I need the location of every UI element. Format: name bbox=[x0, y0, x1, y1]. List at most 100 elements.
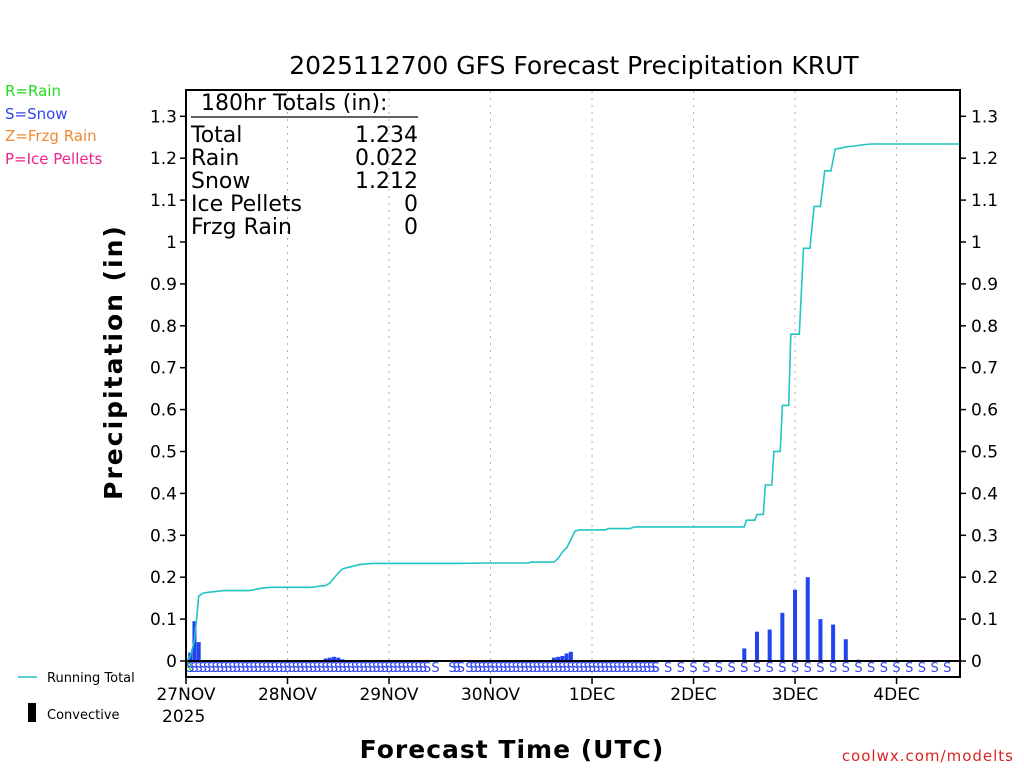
snow-marker: S bbox=[571, 661, 579, 676]
y-tick-label-right: 1.3 bbox=[971, 107, 998, 127]
precip-bar bbox=[742, 648, 747, 661]
y-tick-label-right: 0.7 bbox=[971, 359, 998, 379]
running-total-line bbox=[185, 143, 960, 662]
snow-marker: S bbox=[639, 661, 647, 676]
x-tick-label: 28NOV bbox=[258, 685, 317, 705]
snow-marker: S bbox=[423, 661, 431, 676]
snow-marker: S bbox=[448, 661, 456, 676]
snow-marker: S bbox=[689, 661, 697, 676]
precip-bar bbox=[793, 589, 798, 661]
y-tick-label-left: 1.1 bbox=[150, 191, 177, 211]
snow-marker: S bbox=[402, 661, 410, 676]
snow-marker: S bbox=[190, 661, 198, 676]
y-tick-label-right: 0 bbox=[971, 652, 982, 672]
snow-marker: S bbox=[385, 661, 393, 676]
snow-marker: S bbox=[389, 661, 397, 676]
snow-marker: S bbox=[804, 661, 812, 676]
snow-marker: S bbox=[457, 661, 465, 676]
snow-marker: S bbox=[250, 661, 258, 676]
precip-type-markers: RSSSSSSSSSSSSSSSSSSSSSSSSSSSSSSSSSSSSSSS… bbox=[184, 661, 952, 676]
snow-marker: S bbox=[503, 661, 511, 676]
y-tick-label-right: 0.9 bbox=[971, 275, 998, 295]
snow-marker: S bbox=[275, 661, 283, 676]
snow-marker: S bbox=[550, 661, 558, 676]
snow-marker: S bbox=[613, 661, 621, 676]
y-tick-label-left: 0.8 bbox=[150, 317, 177, 337]
legend-frzg-rain: Z=Frzg Rain bbox=[5, 127, 97, 145]
y-tick-label-right: 0.6 bbox=[971, 401, 998, 421]
snow-marker: S bbox=[241, 661, 249, 676]
y-tick-label-right: 0.3 bbox=[971, 526, 998, 546]
snow-marker: S bbox=[727, 661, 735, 676]
snow-marker: S bbox=[943, 661, 951, 676]
snow-marker: S bbox=[626, 661, 634, 676]
y-tick-label-left: 1.3 bbox=[150, 107, 177, 127]
totals-value-total: 1.234 bbox=[355, 123, 418, 148]
snow-marker: S bbox=[326, 661, 334, 676]
chart-title: 2025112700 GFS Forecast Precipitation KR… bbox=[289, 51, 859, 80]
snow-marker: S bbox=[343, 661, 351, 676]
snow-marker: S bbox=[186, 661, 194, 676]
snow-marker: S bbox=[842, 661, 850, 676]
totals-header: 180hr Totals (in): bbox=[201, 91, 387, 116]
plot-area: RSSSSSSSSSSSSSSSSSSSSSSSSSSSSSSSSSSSSSSS… bbox=[184, 89, 961, 678]
snow-marker: S bbox=[296, 661, 304, 676]
snow-marker: S bbox=[376, 661, 384, 676]
snow-marker: S bbox=[410, 661, 418, 676]
snow-marker: S bbox=[271, 661, 279, 676]
source-watermark: coolwx.com/modelts bbox=[842, 747, 1014, 765]
snow-marker: S bbox=[541, 661, 549, 676]
snow-marker: S bbox=[262, 661, 270, 676]
x-tick-label: 3DEC bbox=[772, 685, 819, 705]
rain-marker: R bbox=[184, 661, 193, 676]
snow-marker: S bbox=[579, 661, 587, 676]
snow-marker: S bbox=[478, 661, 486, 676]
y-axis-title: Precipitation (in) bbox=[99, 224, 128, 500]
precip-bar bbox=[805, 577, 810, 661]
snow-marker: S bbox=[372, 661, 380, 676]
y-tick-label-left: 0.9 bbox=[150, 275, 177, 295]
snow-marker: S bbox=[930, 661, 938, 676]
y-tick-label-right: 1.2 bbox=[971, 149, 998, 169]
snow-marker: S bbox=[537, 661, 545, 676]
y-tick-label-left: 0.7 bbox=[150, 359, 177, 379]
x-axis-title: Forecast Time (UTC) bbox=[360, 735, 665, 764]
precip-bar bbox=[323, 658, 328, 661]
snow-marker: S bbox=[309, 661, 317, 676]
snow-marker: S bbox=[702, 661, 710, 676]
x-tick-label: 4DEC bbox=[873, 685, 920, 705]
y-tick-label-left: 0.1 bbox=[150, 610, 177, 630]
snow-marker: S bbox=[431, 661, 439, 676]
snow-marker: S bbox=[664, 661, 672, 676]
legend-convective-swatch bbox=[28, 703, 36, 722]
totals-label-rain: Rain bbox=[191, 146, 239, 171]
snow-marker: S bbox=[905, 661, 913, 676]
snow-marker: S bbox=[368, 661, 376, 676]
legend-snow: S=Snow bbox=[5, 105, 68, 123]
precip-bar bbox=[327, 657, 332, 661]
snow-marker: S bbox=[465, 661, 473, 676]
snow-marker: S bbox=[791, 661, 799, 676]
snow-marker: S bbox=[605, 661, 613, 676]
snow-marker: S bbox=[195, 661, 203, 676]
snow-marker: S bbox=[419, 661, 427, 676]
snow-marker: S bbox=[601, 661, 609, 676]
snow-marker: S bbox=[533, 661, 541, 676]
snow-marker: S bbox=[237, 661, 245, 676]
snow-marker: S bbox=[360, 661, 368, 676]
snow-marker: S bbox=[258, 661, 266, 676]
y-tick-label-right: 0.2 bbox=[971, 568, 998, 588]
precip-bar bbox=[556, 656, 561, 661]
totals-label-total: Total bbox=[190, 123, 242, 148]
y-tick-label-left: 0.5 bbox=[150, 443, 177, 463]
snow-marker: S bbox=[512, 661, 520, 676]
snow-marker: S bbox=[292, 661, 300, 676]
y-tick-label-right: 1.1 bbox=[971, 191, 998, 211]
precip-bar bbox=[843, 639, 848, 661]
totals-label-snow: Snow bbox=[191, 169, 250, 194]
snow-marker: S bbox=[677, 661, 685, 676]
snow-marker: S bbox=[364, 661, 372, 676]
precip-bar bbox=[560, 655, 565, 661]
precip-bar bbox=[568, 651, 573, 661]
snow-marker: S bbox=[499, 661, 507, 676]
